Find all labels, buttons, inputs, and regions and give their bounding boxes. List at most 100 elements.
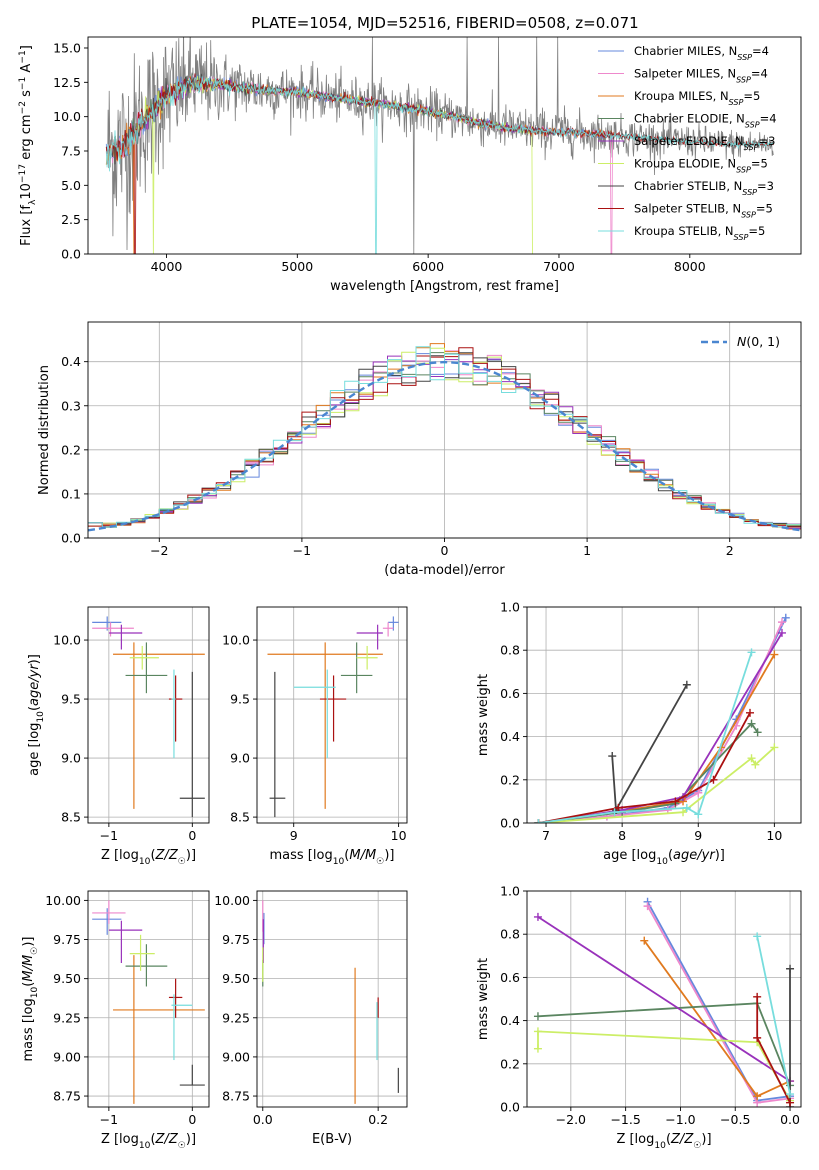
- y-tick-label: 2.5: [61, 212, 81, 227]
- x-tick-label: 7: [542, 828, 550, 843]
- data-point: [682, 680, 691, 689]
- y-tick-label: 10.0: [53, 633, 81, 648]
- x-axis-label: wavelength [Angstrom, rest frame]: [330, 279, 559, 294]
- x-axis-label: Z [log10(Z/Z☉)]: [101, 848, 196, 867]
- x-axis-label: mass [log10(M/M☉)]: [270, 848, 395, 867]
- y-tick-label: 0.6: [500, 970, 520, 985]
- errorbar-chabrier-stelib: [179, 671, 205, 818]
- data-point: [746, 708, 755, 717]
- data-point: [533, 912, 542, 921]
- y-tick-label: 0.2: [500, 772, 520, 787]
- y-tick-label: 0.6: [500, 686, 520, 701]
- errorbar-salpeter-stelib: [319, 675, 347, 742]
- x-tick-label: 1: [583, 543, 591, 558]
- residual-histogram-plot-area: [88, 343, 801, 532]
- errorbar-salpeter-stelib: [168, 978, 183, 1018]
- gaussian-curve: [88, 360, 801, 532]
- errorbar-chabrier-elodie: [125, 642, 168, 694]
- y-tick-label: 0.4: [61, 354, 81, 369]
- x-tick-label: 4000: [151, 259, 183, 274]
- errorbar-salpeter-elodie: [356, 624, 383, 650]
- legend-entry: Salpeter MILES, NSSP=4: [634, 67, 768, 85]
- age-vs-mass-frame: [256, 606, 408, 824]
- y-tick-label: 0.2: [61, 442, 81, 457]
- weight-vs-Z-frame: [526, 890, 802, 1108]
- series-kroupa-stelib: [753, 932, 795, 1099]
- age-vs-mass-axes: 9 10 8.5 9.0 9.5 10.0 mass [log10(M/M☉)]: [222, 606, 408, 867]
- series-kroupa-stelib: [534, 648, 756, 823]
- x-tick-label: 9: [290, 828, 298, 843]
- y-tick-label: 0.0: [500, 1100, 520, 1115]
- legend-entry: Chabrier STELIB, NSSP=3: [634, 179, 774, 197]
- y-tick-label: 12.5: [53, 75, 81, 90]
- data-point: [786, 964, 795, 973]
- data-point: [671, 797, 680, 806]
- errorbar-kroupa-elodie: [129, 934, 155, 971]
- data-point: [694, 788, 703, 797]
- data-point: [533, 1027, 542, 1036]
- errorbar-kroupa-miles: [267, 642, 383, 809]
- errorbar-salpeter-miles: [92, 900, 126, 924]
- age-vs-Z-plot-area: [92, 616, 205, 818]
- data-point: [682, 803, 691, 812]
- y-tick-label: 9.50: [222, 971, 250, 986]
- y-axis-label: mass weight: [476, 674, 491, 756]
- y-axis-label: age [log10(age/yr)]: [27, 654, 46, 776]
- data-point: [770, 650, 779, 659]
- data-point: [781, 613, 790, 622]
- data-point: [610, 808, 619, 817]
- errorbar-kroupa-stelib: [293, 669, 336, 759]
- x-tick-label: 0: [188, 1112, 196, 1127]
- spectrum-frame: [87, 36, 802, 255]
- y-tick-label: 10.0: [53, 109, 81, 124]
- mass-vs-Z-panel: −1 0 8.75 9.00 9.25 9.50 9.75 10.00 Z [log10(Z/Z…: [21, 890, 210, 1151]
- x-axis-label: Z [log10(Z/Z☉)]: [101, 1132, 196, 1151]
- errorbar-kroupa-miles: [113, 955, 205, 1104]
- age-vs-mass-panel: 9 10 8.5 9.0 9.5 10.0 mass [log10(M/M☉)]: [222, 606, 408, 867]
- weight-vs-age-axes: 7 8 9 10 0.0 0.2 0.4 0.6 0.8 1.0 age [log10(age/yr…: [476, 600, 802, 867]
- y-axis-label: mass weight: [476, 958, 491, 1040]
- mass-vs-EBV-axes: 0.0 0.2 8.75 9.00 9.25 9.50 9.75 10.00 E(B-V): [214, 890, 408, 1147]
- legend-entry: Salpeter STELIB, NSSP=5: [634, 202, 773, 220]
- y-tick-label: 9.0: [61, 751, 81, 766]
- data-point: [747, 754, 756, 763]
- x-tick-label: 10: [391, 828, 407, 843]
- errorbar-kroupa-elodie: [356, 645, 378, 670]
- x-tick-label: 0.0: [253, 1112, 273, 1127]
- x-tick-label: −2: [150, 543, 168, 558]
- weight-vs-age-plot-area: [534, 613, 790, 823]
- x-axis-label: (data-model)/error: [384, 563, 505, 578]
- data-point: [640, 936, 649, 945]
- x-tick-label: 0.2: [368, 1112, 388, 1127]
- y-tick-label: 8.75: [222, 1089, 250, 1104]
- y-tick-label: 0.8: [500, 643, 520, 658]
- y-tick-label: 0.0: [500, 816, 520, 831]
- x-tick-label: 8000: [674, 259, 706, 274]
- errorbar-chabrier-elodie: [340, 642, 373, 694]
- x-axis-label: E(B-V): [312, 1132, 352, 1147]
- y-tick-label: 9.5: [61, 692, 81, 707]
- mass-vs-EBV-plot-area: [262, 900, 399, 1104]
- data-point: [786, 1098, 795, 1107]
- y-axis-label: Normed distribution: [37, 365, 52, 495]
- spectrum-plot-area: [105, 37, 774, 254]
- residual-histogram-axes: −2 −1 0 1 2 0.0 0.1 0.2 0.3 0.4 N(0, 1) (data-model…: [37, 321, 802, 578]
- errorbar-salpeter-miles: [382, 622, 394, 637]
- weight-vs-Z-panel: −2.0 −1.5 −1.0 −0.5 0.0 0.0 0.2 0.4 0.6 0.8 1.0 Z […: [476, 884, 802, 1151]
- y-tick-label: 8.5: [61, 810, 81, 825]
- x-tick-label: 7000: [543, 259, 575, 274]
- data-point: [753, 728, 762, 737]
- y-axis-label: mass [log10(M/M☉)]: [21, 937, 40, 1062]
- y-tick-label: 9.50: [53, 971, 81, 986]
- errorbar-salpeter-miles: [92, 622, 134, 637]
- age-vs-Z-frame: [87, 606, 210, 824]
- legend-entry: Kroupa MILES, NSSP=5: [634, 89, 760, 107]
- errorbar-kroupa-stelib: [171, 994, 193, 1061]
- y-tick-label: 0.0: [61, 531, 81, 546]
- y-tick-label: 0.0: [61, 247, 81, 262]
- y-tick-label: 9.5: [230, 692, 250, 707]
- data-point: [747, 648, 756, 657]
- errorbar-kroupa-miles: [113, 642, 205, 809]
- y-tick-label: 8.5: [230, 810, 250, 825]
- spectrum-panel: 4000 5000 6000 7000 8000 0.0 2.5 5.0 7.5 10.0 12.5…: [18, 36, 802, 294]
